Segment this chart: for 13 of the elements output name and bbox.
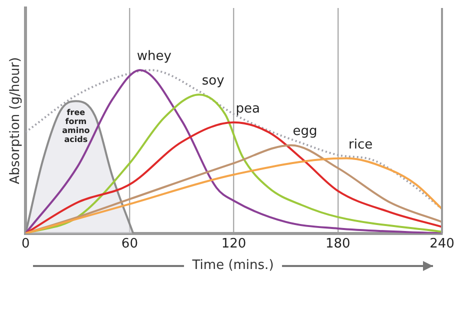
series-label: pea [236,101,260,116]
series-label: rice [348,137,373,152]
x-axis-title: Time (mins.) [191,258,275,273]
series-label: free form amino acids [62,108,90,144]
x-tick-label: 180 [325,236,350,252]
series-label: whey [136,49,172,64]
x-tick-label: 60 [121,236,138,252]
x-tick-label: 120 [221,236,246,252]
x-tick-label: 0 [21,236,30,252]
y-axis-title: Absorption (g/hour) [8,57,24,184]
series-label: soy [202,74,225,89]
x-tick-label: 240 [430,236,454,252]
series-label: egg [292,124,318,140]
